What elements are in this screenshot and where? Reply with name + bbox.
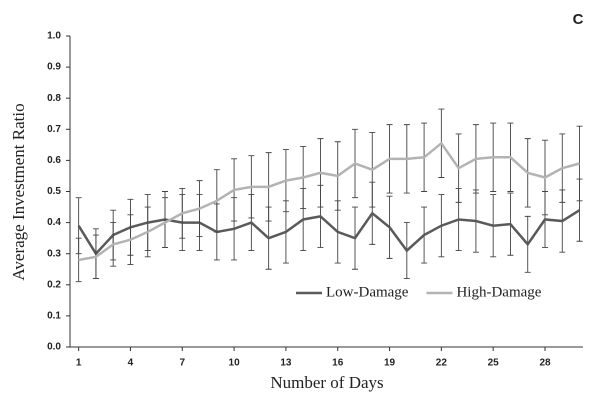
x-axis-title: Number of Days [270, 373, 383, 392]
y-tick-label: 0.3 [47, 248, 61, 259]
y-tick-label: 0.2 [47, 279, 61, 290]
y-axis-title: Average Investment Ratio [9, 103, 28, 280]
x-tick-label: 22 [436, 358, 448, 369]
series-line [78, 141, 580, 262]
legend-label: High-Damage [456, 284, 541, 300]
panel-label: C [573, 11, 584, 28]
y-tick-label: 0.1 [47, 311, 61, 322]
x-tick-label: 28 [539, 358, 551, 369]
series-line [77, 209, 581, 256]
y-tick-label: 0.4 [47, 217, 61, 228]
x-tick-label: 7 [179, 358, 185, 369]
x-tick-label: 10 [229, 358, 241, 369]
x-tick-label: 1 [76, 358, 82, 369]
y-tick-label: 0.9 [47, 62, 61, 73]
y-tick-label: 0.7 [47, 124, 61, 135]
y-tick-label: 0.8 [47, 93, 61, 104]
x-tick-label: 13 [280, 358, 292, 369]
x-tick-label: 19 [384, 358, 396, 369]
x-tick-label: 4 [128, 358, 134, 369]
y-tick-label: 1.0 [47, 31, 61, 42]
x-tick-label: 25 [488, 358, 500, 369]
y-tick-label: 0.6 [47, 155, 61, 166]
y-tick-label: 0.5 [47, 186, 61, 197]
legend-label: Low-Damage [326, 284, 409, 300]
x-tick-label: 16 [332, 358, 344, 369]
y-tick-label: 0.0 [47, 342, 61, 353]
